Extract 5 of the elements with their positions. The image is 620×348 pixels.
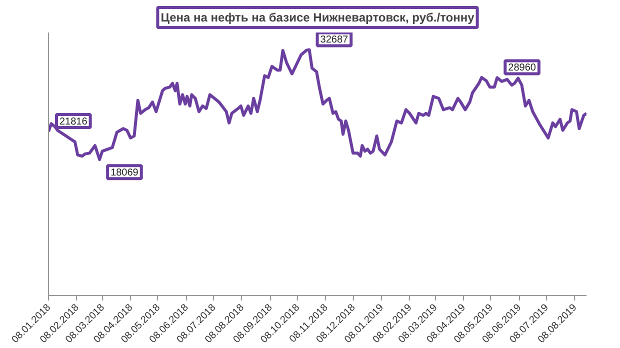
annotation: 32687 xyxy=(320,34,349,46)
annotation: 28960 xyxy=(508,62,536,74)
annotation: 21816 xyxy=(60,116,88,128)
annotation: 18069 xyxy=(110,168,139,179)
chart-title: Цена на нефть на базисе Нижневартовск, руб./тонну xyxy=(160,10,475,24)
